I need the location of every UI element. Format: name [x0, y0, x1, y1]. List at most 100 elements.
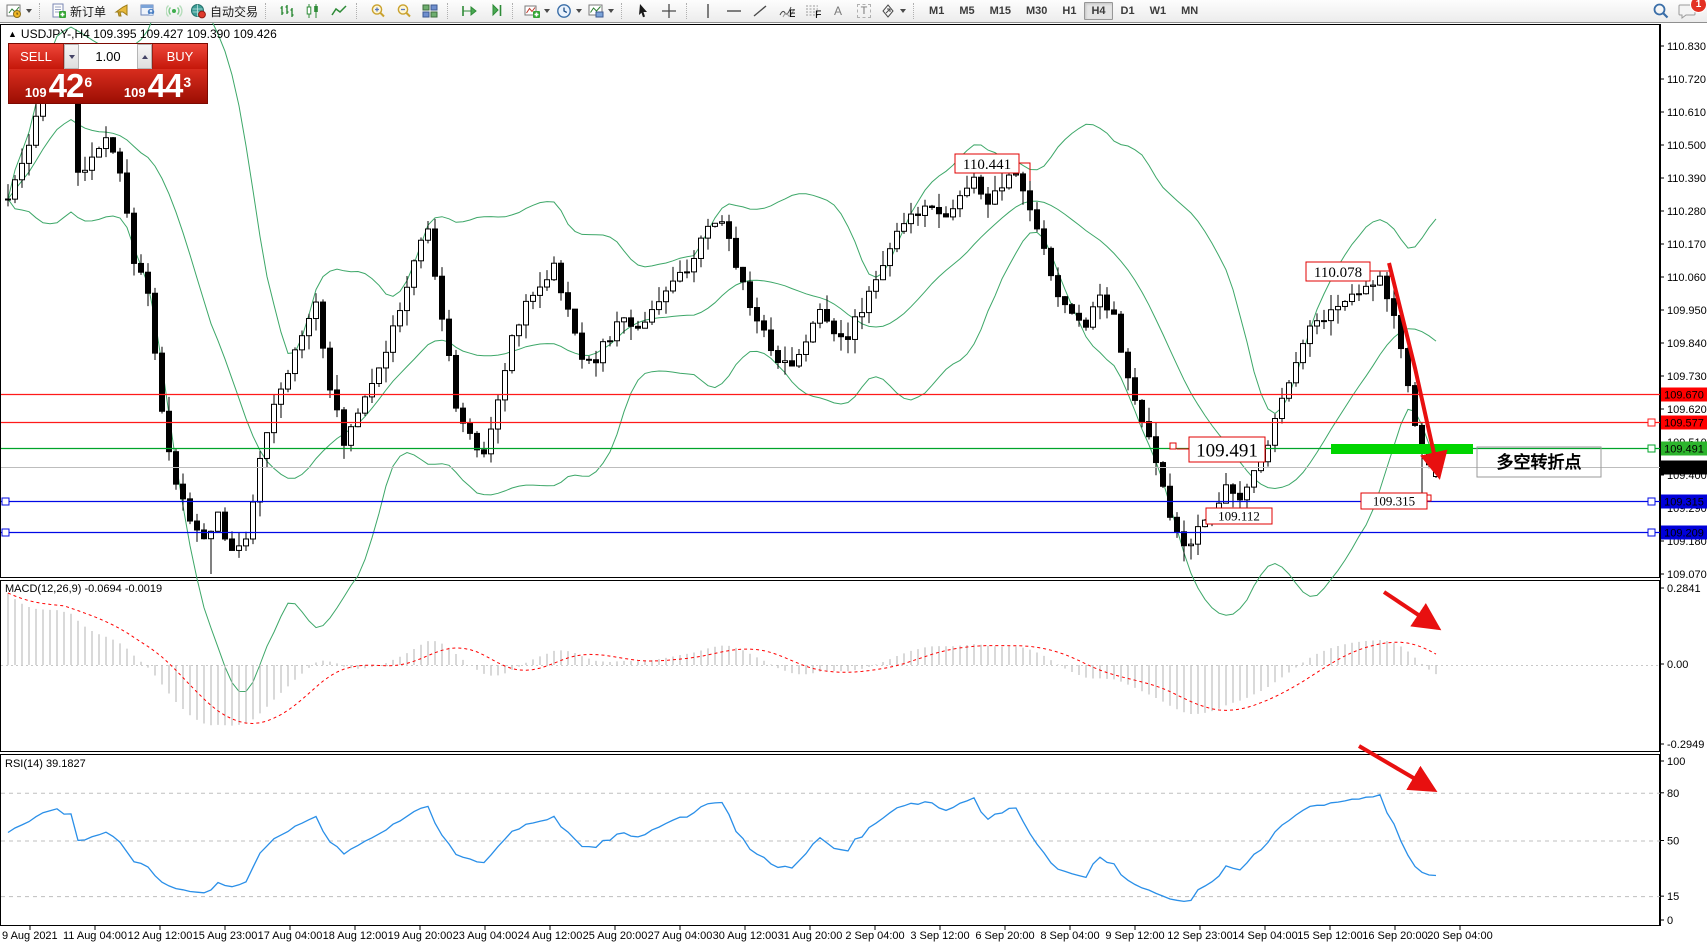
- svg-text:50: 50: [1667, 836, 1679, 848]
- line-handle[interactable]: [1647, 528, 1656, 537]
- new-order-button[interactable]: 新订单: [48, 1, 109, 21]
- sell-price-sup: 6: [84, 74, 93, 90]
- line-chart-button[interactable]: [326, 1, 352, 21]
- periods-button[interactable]: [553, 1, 585, 21]
- time-axis[interactable]: 9 Aug 2021 11 Aug 04:00 12 Aug 12:00 15 Aug…: [2, 926, 1493, 942]
- signals-button[interactable]: [161, 1, 187, 21]
- candle-chart-button[interactable]: [300, 1, 326, 21]
- rsi-label: RSI(14) 39.1827: [5, 758, 86, 770]
- clock-icon: [557, 4, 571, 18]
- annotation-box[interactable]: [1360, 492, 1428, 510]
- turning-point-note[interactable]: 多空转折点: [1476, 446, 1602, 478]
- zoom-in-button[interactable]: [365, 1, 391, 21]
- svg-text:16 Sep 20:00: 16 Sep 20:00: [1362, 930, 1427, 942]
- timeframe-m15[interactable]: M15: [989, 5, 1011, 17]
- price-axis[interactable]: 110.830 110.720 110.610 110.500 110.390 110.2…: [1660, 41, 1707, 927]
- chevron-down-icon: [26, 9, 32, 13]
- indicators-button[interactable]: [521, 1, 553, 21]
- autotrading-button[interactable]: 自动交易: [187, 1, 261, 21]
- line-handle[interactable]: [1647, 418, 1656, 427]
- red-trend-arrow[interactable]: [1387, 262, 1448, 480]
- green-highlight-bar[interactable]: [1331, 444, 1473, 454]
- line-handle[interactable]: [1, 528, 10, 537]
- timeframe-h1[interactable]: H1: [1062, 5, 1077, 17]
- chart-header: ▲ USDJPY-,H4 109.395 109.427 109.390 109.…: [8, 27, 277, 41]
- shapes-button[interactable]: [877, 1, 909, 21]
- cursor-button[interactable]: [630, 1, 656, 21]
- chevron-down-icon: [608, 9, 615, 13]
- svg-text:14 Sep 04:00: 14 Sep 04:00: [1232, 930, 1297, 942]
- svg-text:15 Aug 23:00: 15 Aug 23:00: [193, 930, 258, 942]
- vertical-line-icon: [707, 4, 709, 18]
- collapse-arrow-icon[interactable]: ▲: [8, 29, 17, 39]
- timeframe-m5[interactable]: M5: [959, 5, 975, 17]
- price-tag: [1661, 441, 1707, 456]
- auto-scroll-button[interactable]: [456, 1, 482, 21]
- price-tag: [1661, 494, 1707, 509]
- sell-price[interactable]: 109 42 6: [9, 69, 108, 103]
- line-chart-icon: [331, 5, 347, 16]
- volume-decrease-button[interactable]: [64, 44, 79, 69]
- volume-input[interactable]: [79, 44, 137, 69]
- line-handle[interactable]: [1647, 497, 1656, 506]
- buy-price-prefix: 109: [123, 85, 146, 100]
- templates-button[interactable]: [585, 1, 617, 21]
- timeframe-w1[interactable]: W1: [1149, 5, 1167, 17]
- timeframe-d1[interactable]: D1: [1120, 5, 1135, 17]
- fibonacci-button[interactable]: F: [799, 1, 825, 21]
- equidistant-channel-icon: E: [779, 6, 795, 19]
- bar-chart-button[interactable]: [274, 1, 300, 21]
- annotation-box[interactable]: [1205, 507, 1273, 525]
- toolbar-separator: [686, 3, 691, 19]
- price-annotations[interactable]: 110.441 110.078 109.491 109.315 109.112: [954, 153, 1432, 525]
- autotrading-label: 自动交易: [210, 4, 259, 19]
- price-tag: [1661, 525, 1707, 540]
- horizontal-line-button[interactable]: [721, 1, 747, 21]
- buy-price[interactable]: 109 44 3: [108, 69, 207, 103]
- svg-text:E: E: [789, 8, 795, 19]
- svg-text:11 Aug 04:00: 11 Aug 04:00: [63, 930, 127, 942]
- volume-increase-button[interactable]: [137, 44, 152, 69]
- terminal-button[interactable]: [135, 1, 161, 21]
- buy-button[interactable]: BUY: [153, 44, 207, 69]
- svg-text:3 Sep 12:00: 3 Sep 12:00: [910, 930, 969, 942]
- red-trend-arrow[interactable]: [1357, 744, 1438, 793]
- horizontal-line-icon: [727, 10, 742, 12]
- timeframe-mn[interactable]: MN: [1181, 5, 1199, 17]
- zoom-out-button[interactable]: [391, 1, 417, 21]
- new-chart-button[interactable]: [3, 1, 35, 21]
- tile-windows-button[interactable]: [417, 1, 443, 21]
- trendline-button[interactable]: [747, 1, 773, 21]
- red-trend-arrow[interactable]: [1382, 590, 1442, 631]
- crosshair-button[interactable]: [656, 1, 682, 21]
- timeframe-group: M1 M5 M15 M30 H1 H4 D1 W1 MN: [922, 2, 1205, 20]
- sell-price-prefix: 109: [24, 85, 47, 100]
- line-handle[interactable]: [1, 497, 10, 506]
- annotation-box[interactable]: [1188, 436, 1266, 463]
- vertical-line-button[interactable]: [695, 1, 721, 21]
- search-icon[interactable]: [1652, 2, 1670, 20]
- price-tag: [1661, 460, 1707, 475]
- template-icon: [588, 4, 604, 18]
- person-window-icon: [140, 4, 154, 16]
- annotation-box[interactable]: [1305, 261, 1371, 282]
- timeframe-m1[interactable]: M1: [929, 5, 945, 17]
- line-handle[interactable]: [1647, 444, 1656, 453]
- timeframe-h4[interactable]: H4: [1084, 2, 1113, 20]
- annotation-box[interactable]: [954, 153, 1020, 174]
- svg-text:109.670: 109.670: [1664, 390, 1704, 402]
- chart-shift-button[interactable]: [482, 1, 508, 21]
- text-label-button[interactable]: T: [851, 1, 877, 21]
- chevron-down-icon: [576, 9, 583, 13]
- chevron-down-icon: [900, 9, 907, 13]
- notifications-button[interactable]: 1: [1678, 0, 1707, 20]
- svg-text:109.577: 109.577: [1664, 418, 1704, 430]
- channel-button[interactable]: E: [773, 1, 799, 21]
- market-watch-button[interactable]: [109, 1, 135, 21]
- text-button[interactable]: A: [825, 1, 851, 21]
- toolbar-separator: [265, 3, 270, 19]
- timeframe-m30[interactable]: M30: [1026, 5, 1048, 17]
- sell-button[interactable]: SELL: [9, 44, 63, 69]
- svg-text:25 Aug 20:00: 25 Aug 20:00: [583, 930, 648, 942]
